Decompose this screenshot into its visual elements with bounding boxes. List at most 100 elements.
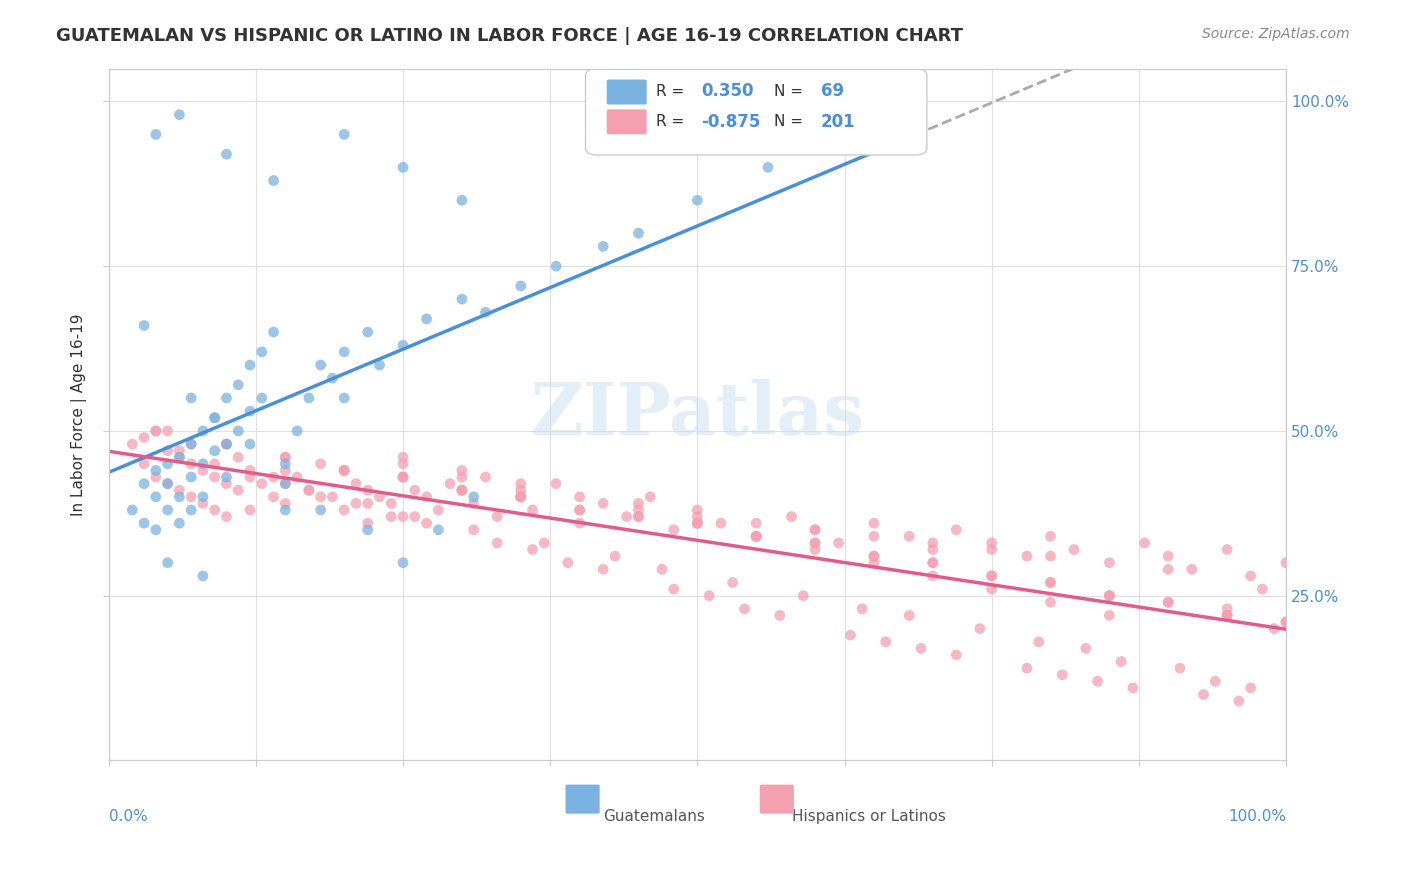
- Point: [1168, 661, 1191, 675]
- Text: 100.0%: 100.0%: [1227, 809, 1286, 824]
- Point: [333, 463, 356, 477]
- Point: [191, 490, 214, 504]
- Point: [250, 344, 273, 359]
- Point: [921, 556, 943, 570]
- Point: [1216, 608, 1239, 623]
- Point: [1087, 674, 1109, 689]
- Point: [169, 443, 191, 458]
- Point: [357, 325, 380, 339]
- Point: [215, 470, 238, 484]
- Text: -0.875: -0.875: [702, 112, 761, 131]
- Point: [357, 496, 380, 510]
- Point: [333, 463, 356, 477]
- FancyBboxPatch shape: [759, 785, 794, 814]
- Point: [1039, 595, 1062, 609]
- Point: [344, 496, 367, 510]
- Point: [215, 147, 238, 161]
- Point: [1157, 549, 1180, 563]
- Y-axis label: In Labor Force | Age 16-19: In Labor Force | Age 16-19: [72, 313, 87, 516]
- Point: [180, 437, 202, 451]
- Point: [1275, 615, 1298, 629]
- Point: [1098, 589, 1121, 603]
- Point: [204, 470, 226, 484]
- Point: [1157, 595, 1180, 609]
- Point: [191, 569, 214, 583]
- Point: [368, 490, 391, 504]
- Point: [686, 509, 709, 524]
- Point: [451, 470, 474, 484]
- Point: [486, 536, 509, 550]
- Point: [132, 476, 155, 491]
- Point: [239, 463, 262, 477]
- Point: [298, 483, 321, 498]
- Point: [546, 476, 568, 491]
- Point: [804, 523, 827, 537]
- Point: [226, 424, 249, 438]
- Point: [1074, 641, 1097, 656]
- Point: [191, 457, 214, 471]
- Point: [509, 490, 531, 504]
- Point: [921, 569, 943, 583]
- Point: [1240, 569, 1263, 583]
- Point: [392, 470, 415, 484]
- Point: [1039, 575, 1062, 590]
- Point: [180, 490, 202, 504]
- Point: [145, 424, 167, 438]
- Point: [333, 128, 356, 142]
- Point: [627, 226, 650, 240]
- Point: [226, 450, 249, 465]
- Point: [156, 556, 179, 570]
- Point: [557, 556, 579, 570]
- Point: [463, 490, 485, 504]
- Point: [486, 509, 509, 524]
- Point: [898, 529, 921, 543]
- Point: [169, 450, 191, 465]
- Point: [1216, 602, 1239, 616]
- Point: [169, 483, 191, 498]
- Text: R =: R =: [657, 114, 689, 129]
- Point: [156, 503, 179, 517]
- Text: Source: ZipAtlas.com: Source: ZipAtlas.com: [1202, 27, 1350, 41]
- Point: [392, 450, 415, 465]
- Point: [921, 542, 943, 557]
- Point: [863, 556, 886, 570]
- Point: [1227, 694, 1250, 708]
- Point: [945, 648, 967, 662]
- Point: [145, 470, 167, 484]
- Point: [1039, 529, 1062, 543]
- Point: [697, 589, 720, 603]
- Point: [1098, 556, 1121, 570]
- Point: [298, 483, 321, 498]
- Point: [509, 490, 531, 504]
- Point: [239, 503, 262, 517]
- Point: [522, 542, 544, 557]
- Point: [1157, 562, 1180, 576]
- Point: [568, 503, 591, 517]
- Text: Hispanics or Latinos: Hispanics or Latinos: [792, 809, 945, 824]
- Point: [204, 443, 226, 458]
- Point: [226, 483, 249, 498]
- Point: [215, 437, 238, 451]
- Point: [274, 496, 297, 510]
- Point: [180, 391, 202, 405]
- Point: [851, 602, 873, 616]
- Point: [169, 516, 191, 531]
- FancyBboxPatch shape: [585, 69, 927, 155]
- Point: [145, 490, 167, 504]
- Point: [415, 490, 437, 504]
- Point: [427, 503, 450, 517]
- Point: [522, 503, 544, 517]
- Point: [509, 476, 531, 491]
- Point: [756, 161, 779, 175]
- Point: [546, 259, 568, 273]
- Point: [298, 391, 321, 405]
- Point: [745, 529, 768, 543]
- Point: [239, 470, 262, 484]
- Point: [404, 509, 426, 524]
- Point: [191, 463, 214, 477]
- Point: [121, 437, 143, 451]
- Point: [309, 503, 332, 517]
- Point: [239, 437, 262, 451]
- Point: [733, 602, 755, 616]
- Point: [662, 523, 685, 537]
